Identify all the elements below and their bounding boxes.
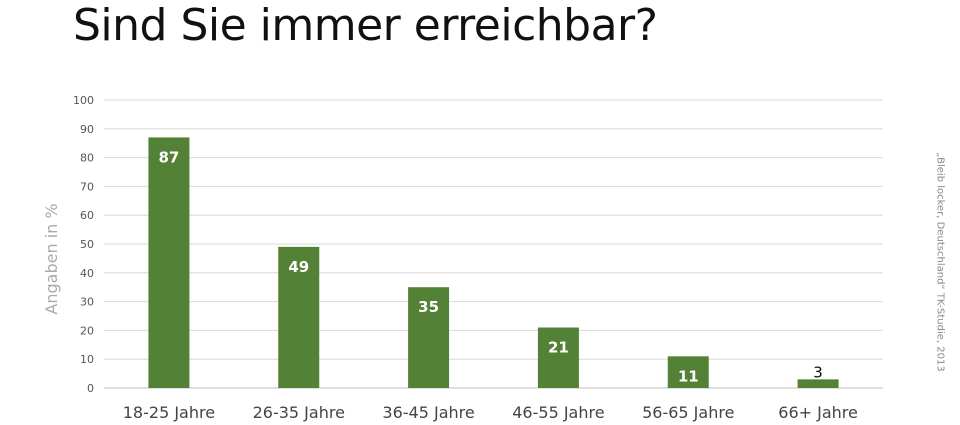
bar [148,137,190,388]
bar [667,356,709,388]
y-axis-ticks: 0 10 20 30 40 50 60 70 80 90 100 [73,94,94,395]
y-tick-label: 100 [73,94,94,107]
y-tick-label: 70 [80,180,94,193]
data-label: 11 [678,367,699,385]
x-tick-label: 26-35 Jahre [253,403,345,422]
data-label: 3 [813,363,823,381]
bars [148,137,839,388]
y-tick-label: 60 [80,209,94,222]
y-tick-label: 50 [80,238,94,251]
x-tick-label: 56-65 Jahre [642,403,734,422]
chart-title: Sind Sie immer erreichbar? [73,0,658,51]
x-axis-ticks: 18-25 Jahre 26-35 Jahre 36-45 Jahre 46-55 J… [123,403,858,422]
data-label: 21 [548,339,569,357]
gridlines [104,99,883,389]
data-label: 49 [288,258,309,276]
source-note: „Bleib locker, Deutschland“ TK-Studie, 2… [934,152,946,372]
y-tick-label: 0 [87,382,94,395]
y-tick-label: 30 [80,296,94,309]
y-axis-label: Angaben in % [42,203,61,314]
x-tick-label: 46-55 Jahre [512,403,604,422]
bar [537,327,579,388]
data-label: 35 [418,298,439,316]
bar [797,379,839,388]
y-tick-label: 80 [80,152,94,165]
data-labels: 87 49 35 21 11 3 [158,148,822,385]
x-tick-label: 66+ Jahre [778,403,858,422]
y-tick-label: 90 [80,123,94,136]
y-tick-label: 40 [80,267,94,280]
data-label: 87 [158,148,179,166]
y-tick-label: 10 [80,353,94,366]
y-tick-label: 20 [80,324,94,337]
bar [278,246,320,388]
x-tick-label: 18-25 Jahre [123,403,215,422]
bar [408,287,450,388]
x-tick-label: 36-45 Jahre [382,403,474,422]
